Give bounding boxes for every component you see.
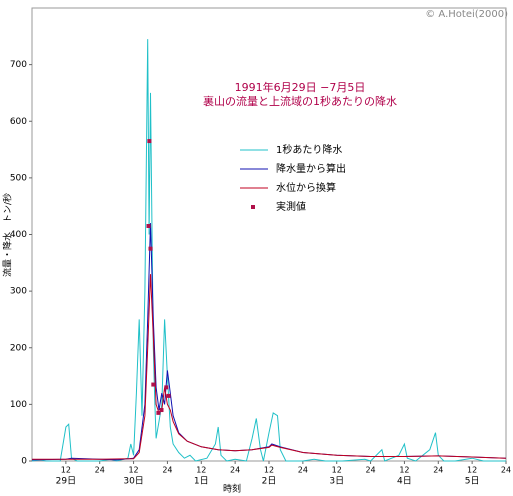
data-point (164, 385, 169, 390)
legend-swatch (251, 205, 255, 209)
x-tick-label: 12 (467, 466, 477, 475)
day-label: 29日 (56, 476, 76, 487)
x-tick-label: 24 (298, 466, 308, 475)
day-label: 4日 (397, 476, 412, 487)
y-tick-label: 300 (10, 287, 27, 297)
y-tick-label: 200 (10, 343, 27, 353)
legend-label: 1秒あたり降水 (276, 143, 342, 156)
x-tick-label: 24 (501, 466, 511, 475)
day-label: 1日 (194, 476, 209, 487)
y-tick-label: 100 (10, 400, 27, 410)
day-label: 30日 (123, 476, 143, 487)
day-label: 3日 (329, 476, 344, 487)
legend-label: 水位から換算 (276, 181, 336, 194)
credit: © A.Hotei(2000) (425, 9, 508, 20)
data-point (148, 246, 153, 251)
data-point (156, 410, 161, 415)
x-axis-label: 時刻 (223, 483, 241, 495)
data-point (159, 408, 164, 413)
chart-title: 1991年6月29日 −7月5日 (235, 80, 366, 94)
legend-label: 実測値 (276, 200, 306, 213)
y-tick-label: 400 (10, 230, 27, 240)
x-tick-label: 12 (128, 466, 138, 475)
data-point (147, 139, 152, 144)
y-tick-label: 0 (21, 457, 27, 467)
x-tick-label: 12 (399, 466, 409, 475)
x-tick-label: 24 (365, 466, 375, 475)
x-tick-label: 12 (332, 466, 342, 475)
y-tick-label: 700 (10, 60, 27, 70)
x-tick-label: 12 (196, 466, 206, 475)
day-label: 5日 (465, 476, 480, 487)
data-point (146, 224, 151, 229)
legend-label: 降水量から算出 (276, 162, 346, 175)
x-tick-label: 24 (433, 466, 443, 475)
y-tick-label: 500 (10, 173, 27, 183)
x-tick-label: 24 (95, 466, 105, 475)
chart-subtitle: 裏山の流量と上流域の1秒あたりの降水 (203, 94, 397, 108)
x-tick-label: 12 (264, 466, 274, 475)
x-tick-label: 12 (61, 466, 71, 475)
x-tick-label: 24 (230, 466, 240, 475)
series-line (31, 39, 506, 462)
y-axis-label: 流量・降水 トン/秒 (2, 193, 14, 277)
data-point (151, 382, 156, 387)
x-tick-label: 24 (162, 466, 172, 475)
data-point (166, 393, 171, 398)
day-label: 2日 (262, 476, 277, 487)
series-line (32, 274, 507, 460)
plot-frame (31, 7, 507, 462)
y-tick-label: 600 (10, 117, 27, 127)
